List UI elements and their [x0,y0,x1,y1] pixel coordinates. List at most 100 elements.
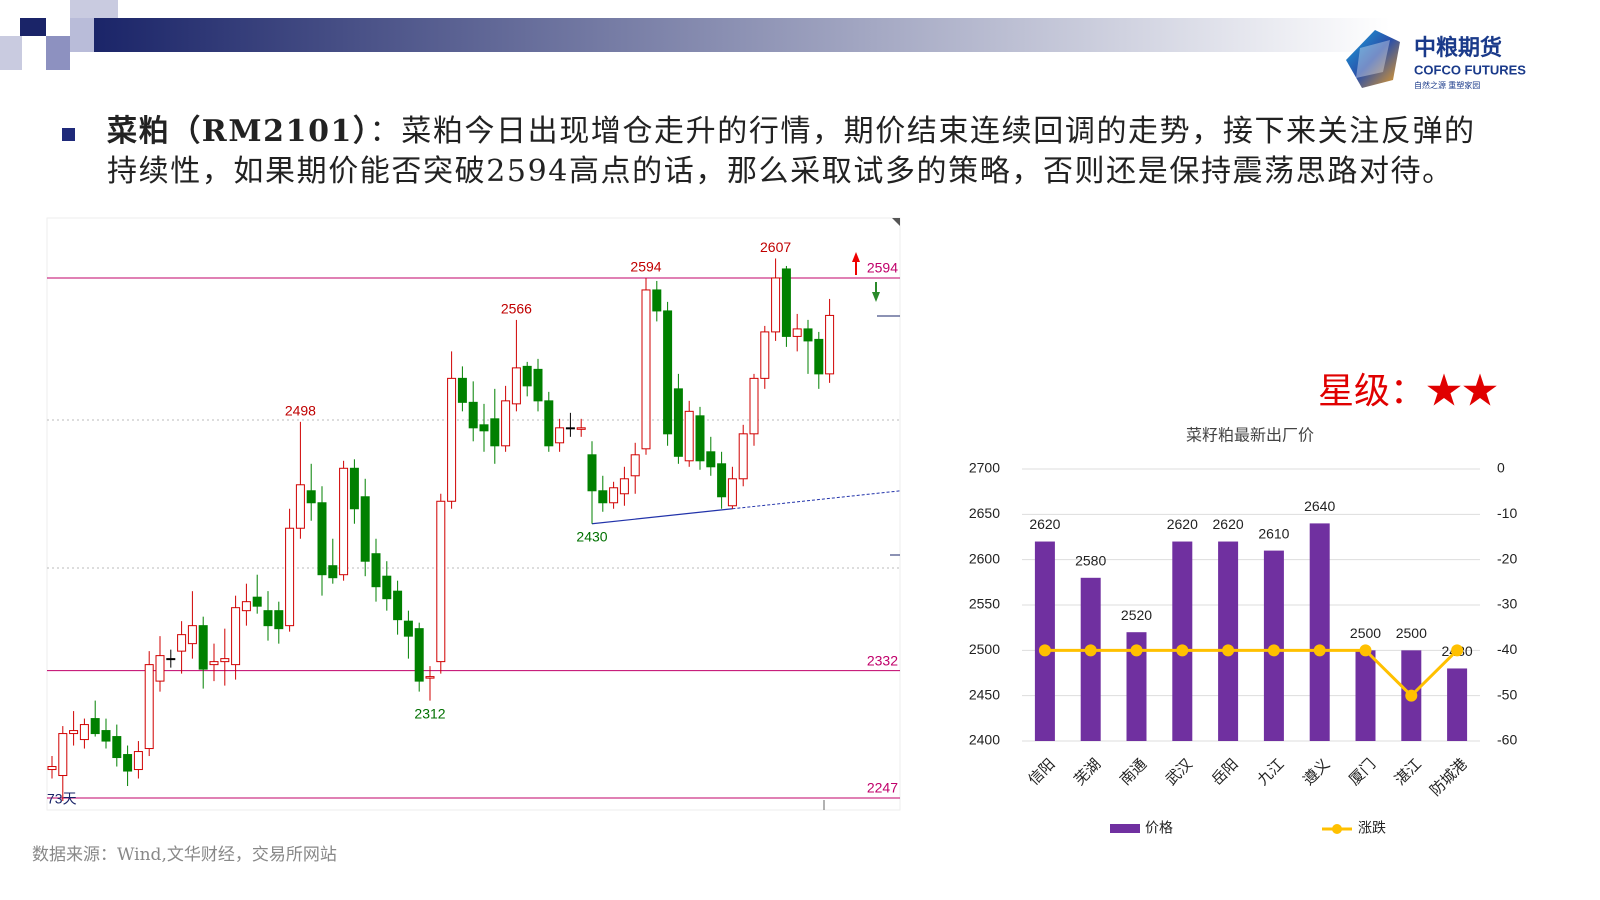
candle-body [231,607,241,666]
trendline [591,508,733,525]
candle-body [576,427,586,430]
header-square [70,18,94,52]
candle-body [587,454,597,492]
candle-body [414,628,424,682]
candle-body [166,658,176,661]
candle-body [339,467,349,576]
candle-body [468,401,478,429]
point-label: 2566 [501,301,532,317]
line-point [1451,644,1464,657]
candle-body [133,751,143,771]
logo-icon [1356,40,1390,78]
y-tick-label: 2550 [969,596,1000,612]
y-tick-label: 2400 [969,732,1000,748]
candle-body [425,676,435,679]
bar-label: 2520 [1121,607,1152,623]
bar [1034,541,1055,741]
x-tick-label: 武汉 [1162,755,1196,789]
legend-swatch [1110,824,1140,833]
span-label: 73天 [47,791,77,807]
candle-body [187,625,197,645]
point-label: 2594 [630,259,661,275]
y-tick-label: 2450 [969,686,1000,702]
candle-body [511,367,521,405]
bar [1172,541,1193,741]
bar-title: 菜籽粕最新出厂价 [1186,426,1314,445]
candle-body [781,268,791,337]
trendline-extension [732,490,901,510]
candle-body [717,463,727,498]
candle-body [490,418,500,447]
y2-tick-label: -40 [1497,641,1517,657]
arrow-up [852,252,860,275]
logo-cn: 中粮期货 [1414,35,1502,60]
candle-body [825,314,835,375]
y2-tick-label: -60 [1497,732,1517,748]
legend-swatch [1332,824,1342,834]
level-label: 2247 [867,780,898,796]
candle-body [803,328,813,342]
candle-body [382,575,392,600]
bar [1126,632,1147,741]
candle-body [403,620,413,637]
candle-body [727,478,737,507]
candle-body [457,377,467,403]
bar [1447,668,1468,741]
candle-body [177,634,187,652]
candle-body [565,427,575,430]
candle-body [155,655,165,682]
legend-label: 涨跌 [1358,820,1386,836]
point-label: 2312 [414,705,445,721]
line-point [1038,644,1051,657]
line-point [1313,644,1326,657]
line-point [1267,644,1280,657]
candle-body [738,433,748,480]
candle-body [663,310,673,435]
x-tick-label: 九江 [1254,755,1288,789]
candle-body [436,500,446,663]
legend-label: 价格 [1145,820,1173,836]
y-tick-label: 2650 [969,505,1000,521]
candle-body [306,490,316,504]
candle-body [58,733,68,777]
y2-tick-label: -30 [1497,596,1517,612]
candle-body [609,487,619,504]
x-tick-label: 遵义 [1299,755,1333,789]
candle-body [263,610,273,627]
bar [1080,577,1101,741]
y-tick-label: 2600 [969,550,1000,566]
candle-body [544,400,554,447]
arrow-down [872,282,880,302]
candle-body [198,625,208,670]
x-tick-label: 防城港 [1426,755,1471,800]
x-tick-label: 厦门 [1345,755,1379,789]
bar-label: 2610 [1258,525,1289,541]
header-square [70,0,118,18]
candle-body [533,368,543,402]
candle-panel [46,217,901,811]
candle-body [112,736,122,759]
candle-body [501,400,511,447]
candle-body [760,331,770,379]
commentary-text: ：菜粕今日出现增仓走升的行情，期价结束连续回调的走势，接下来关注反弹的持续性，如… [107,114,1476,189]
bullet [62,128,75,141]
y2-tick-label: -10 [1497,505,1517,521]
candle-body [101,730,111,742]
candle-body [90,718,100,735]
y2-tick-label: 0 [1497,460,1505,476]
y-tick-label: 2700 [969,460,1000,476]
line-point [1130,644,1143,657]
line-point [1359,644,1372,657]
candle-body [598,490,608,504]
candle-body [447,377,457,502]
candle-body [328,565,338,579]
candle-body [349,467,359,510]
logo-en: COFCO FUTURES [1414,62,1526,77]
candle-body [673,388,683,457]
x-tick-label: 湛江 [1391,755,1425,789]
candle-body [144,664,154,750]
candle-body [360,496,370,562]
candle-body [295,484,305,529]
